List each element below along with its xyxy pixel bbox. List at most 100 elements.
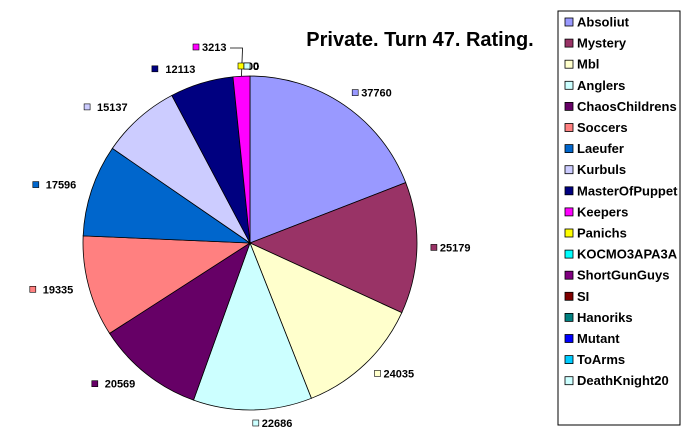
legend-label: KOCMO3APA3A bbox=[577, 247, 678, 262]
legend-swatch bbox=[564, 249, 574, 259]
label-swatch bbox=[192, 43, 200, 51]
data-label-text: 0 bbox=[253, 61, 259, 73]
leader-line-keepers bbox=[230, 47, 243, 77]
data-label-deathknight20: 0 bbox=[243, 61, 259, 73]
pie-slice-anglers bbox=[193, 241, 312, 411]
legend-label: Laeufer bbox=[577, 141, 624, 156]
data-label-text: 22686 bbox=[262, 418, 293, 430]
data-label-text: 20569 bbox=[105, 379, 136, 391]
data-label-text: 0 bbox=[253, 61, 259, 73]
label-swatch bbox=[252, 419, 260, 427]
data-label-text: 37760 bbox=[361, 88, 392, 100]
slice-labels: 37760 25179 24035 22686 20569 19335 17596 15137… bbox=[29, 42, 471, 430]
label-swatch bbox=[243, 62, 251, 70]
data-label-text: 0 bbox=[253, 61, 259, 73]
legend-swatch bbox=[564, 207, 574, 217]
data-label-anglers: 22686 bbox=[252, 418, 293, 430]
data-label-text: 15137 bbox=[97, 102, 128, 114]
legend-swatch bbox=[564, 59, 574, 69]
data-label-text: 3213 bbox=[202, 42, 226, 54]
legend-label: DeathKnight20 bbox=[577, 373, 669, 388]
legend-item-toarms: ToArms bbox=[564, 352, 625, 367]
legend-swatch bbox=[564, 80, 574, 90]
data-label-keepers: 3213 bbox=[192, 42, 226, 54]
legend-item-chaoschildrens: ChaosChildrens bbox=[564, 99, 677, 114]
legend-item-si: SI bbox=[564, 289, 589, 304]
legend-label: MasterOfPuppet bbox=[577, 183, 678, 198]
legend: Absoliut Mystery Mbl Anglers ChaosChildrens S… bbox=[557, 10, 681, 426]
legend-item-laeufer: Laeufer bbox=[564, 141, 624, 156]
data-label-absoliut: 37760 bbox=[351, 88, 392, 100]
legend-label: ToArms bbox=[577, 352, 625, 367]
legend-label: Panichs bbox=[577, 226, 627, 241]
data-label-text: 0 bbox=[253, 61, 259, 73]
legend-swatch bbox=[564, 376, 574, 386]
legend-item-mystery: Mystery bbox=[564, 36, 627, 51]
legend-item-masterofpuppet: MasterOfPuppet bbox=[564, 183, 678, 198]
pie-slice-chaoschildrens bbox=[109, 242, 251, 401]
legend-item-deathknight20: DeathKnight20 bbox=[564, 373, 669, 388]
label-swatch bbox=[151, 65, 159, 73]
data-label-text: 25179 bbox=[440, 242, 471, 254]
legend-label: Soccers bbox=[577, 120, 628, 135]
pie-slice-laeufer bbox=[82, 147, 252, 244]
legend-label: Absoliut bbox=[577, 15, 630, 30]
legend-item-hanoriks: Hanoriks bbox=[564, 310, 633, 325]
label-swatch bbox=[374, 370, 381, 377]
legend-label: SI bbox=[577, 289, 589, 304]
label-swatch bbox=[91, 380, 99, 388]
legend-item-panichs: Panichs bbox=[564, 226, 627, 241]
legend-swatch bbox=[564, 312, 574, 322]
legend-swatch bbox=[564, 144, 574, 154]
data-label-text: 19335 bbox=[43, 284, 74, 296]
legend-label: Anglers bbox=[577, 78, 625, 93]
legend-item-anglers: Anglers bbox=[564, 78, 625, 93]
legend-item-mutant: Mutant bbox=[564, 331, 620, 346]
legend-swatch bbox=[564, 123, 574, 132]
data-label-text: 0 bbox=[253, 61, 259, 73]
label-swatch bbox=[29, 285, 37, 293]
pie-slice-mbl bbox=[249, 242, 403, 399]
legend-label: ChaosChildrens bbox=[577, 99, 677, 114]
label-swatch bbox=[83, 103, 91, 111]
data-label-text: 0 bbox=[253, 61, 259, 73]
legend-swatch bbox=[564, 355, 574, 365]
data-label-mystery: 25179 bbox=[430, 242, 471, 254]
pie-slices bbox=[82, 75, 418, 411]
data-label-laeufer: 17596 bbox=[32, 180, 77, 192]
data-label-text: 24035 bbox=[384, 368, 415, 380]
chart-title: Private. Turn 47. Rating. bbox=[306, 29, 533, 51]
legend-swatch bbox=[564, 228, 574, 238]
legend-label: Keepers bbox=[577, 204, 628, 219]
label-swatch bbox=[430, 244, 438, 251]
legend-item-shortgunguys: ShortGunGuys bbox=[564, 268, 669, 283]
data-label-chaoschildrens: 20569 bbox=[91, 379, 136, 391]
legend-label: Mbl bbox=[577, 57, 599, 72]
legend-item-keepers: Keepers bbox=[564, 204, 628, 219]
legend-swatch bbox=[564, 270, 574, 280]
pie-slice-soccers bbox=[82, 235, 252, 334]
data-label-kurbuls: 15137 bbox=[83, 102, 128, 114]
data-label-soccers: 19335 bbox=[29, 284, 74, 296]
legend-item-absoliut: Absoliut bbox=[564, 15, 630, 30]
label-swatch bbox=[32, 181, 40, 188]
legend-item-kocmo3apa3a: KOCMO3APA3A bbox=[564, 247, 678, 262]
data-label-text: 12113 bbox=[165, 64, 195, 76]
legend-item-soccers: Soccers bbox=[564, 120, 628, 135]
legend-swatch bbox=[564, 291, 574, 301]
label-swatch bbox=[351, 89, 359, 96]
legend-item-mbl: Mbl bbox=[564, 57, 599, 72]
legend-box bbox=[557, 10, 681, 426]
legend-swatch bbox=[564, 334, 574, 343]
legend-swatch bbox=[564, 186, 574, 196]
label-swatch bbox=[237, 62, 245, 70]
data-label-mbl: 24035 bbox=[374, 368, 415, 380]
pie-slice-keepers bbox=[232, 75, 251, 244]
legend-swatch bbox=[564, 17, 574, 27]
legend-label: Mystery bbox=[577, 36, 627, 51]
legend-swatch bbox=[564, 38, 574, 48]
data-label-text: 0 bbox=[253, 61, 259, 73]
data-label-text: 17596 bbox=[46, 180, 77, 192]
pie-slice-mystery bbox=[248, 182, 418, 314]
